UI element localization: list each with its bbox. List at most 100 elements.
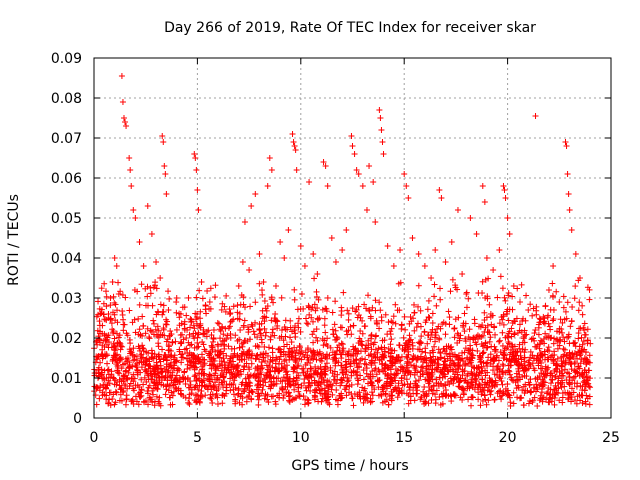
data-point [136,326,143,333]
data-point [285,227,292,233]
data-point [551,401,558,408]
data-point [452,284,459,291]
data-point [376,377,383,384]
data-point [329,326,336,333]
data-point [475,396,482,403]
data-point [173,295,180,301]
data-point [192,372,199,379]
data-point [530,365,537,372]
data-point [115,279,122,286]
data-point [368,332,375,339]
data-point [467,215,474,221]
data-point [131,316,138,323]
data-point [217,335,224,342]
data-point [172,338,179,345]
data-point [481,309,488,316]
data-point [195,207,202,213]
data-point [575,307,582,314]
data-point [560,293,567,300]
data-point [552,373,559,380]
data-point [442,259,449,265]
data-point [558,384,565,391]
data-point [378,127,385,133]
data-point [372,219,379,225]
data-point [337,382,344,389]
data-point [499,381,506,388]
data-point [456,378,463,385]
data-point [345,316,352,323]
data-point [138,281,145,288]
data-point [159,133,166,139]
data-point [340,289,347,296]
data-point [437,401,444,408]
data-point [108,320,115,327]
data-point [360,367,367,374]
data-point [375,345,382,352]
data-point [211,294,218,301]
data-point [354,381,361,388]
data-point [568,385,575,392]
data-point [138,364,145,371]
data-point [291,286,298,293]
data-point [173,299,180,306]
data-point [417,323,424,330]
data-point [569,303,576,310]
data-point [302,315,309,322]
data-point [144,390,151,397]
data-point [120,327,127,334]
data-point [208,343,215,350]
data-point [525,307,532,313]
data-point [142,330,149,337]
data-point [568,398,575,405]
data-point [246,373,253,380]
data-point [533,381,540,388]
data-point [224,332,231,339]
data-point [390,263,397,269]
data-point [310,347,317,354]
data-point [240,388,247,395]
data-point [299,365,306,372]
data-point [163,191,170,197]
data-point [425,313,432,320]
data-point [265,344,272,351]
data-point [220,384,227,391]
data-point [268,167,275,173]
data-point [177,332,184,339]
data-point [379,139,386,145]
data-point [359,183,366,189]
data-point [368,331,375,338]
data-point [532,113,539,119]
data-point [185,294,192,301]
data-point [505,317,512,324]
data-point [448,239,455,245]
data-point [477,359,484,366]
data-point [322,329,329,336]
data-point [463,289,470,296]
data-point [287,317,294,324]
data-point [517,394,524,401]
data-point [479,278,486,285]
data-point [572,251,579,257]
x-tick-label: 5 [193,430,202,446]
data-point [95,311,102,318]
data-point [576,325,583,332]
data-point [537,392,544,399]
data-point [324,183,331,189]
data-point [464,370,471,377]
data-point [193,294,200,301]
data-point [281,255,288,261]
data-point [110,293,117,300]
data-point [196,287,203,294]
data-point [329,391,336,398]
data-point [332,298,339,305]
data-point [510,283,517,289]
data-point [478,391,485,398]
data-point [129,396,136,403]
data-point [261,297,268,304]
data-point [564,396,571,403]
data-point [170,388,177,395]
data-point [527,301,534,308]
data-point [197,315,204,322]
data-point [237,327,244,334]
